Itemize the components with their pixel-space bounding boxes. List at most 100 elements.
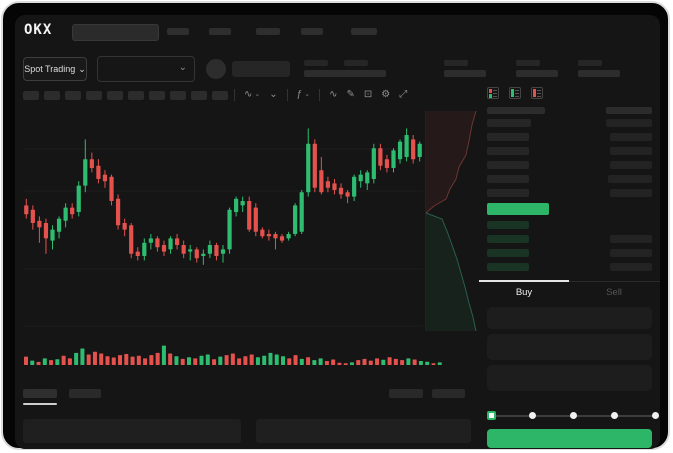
tab-divider (479, 281, 660, 282)
order-book-panel: Buy Sell (479, 79, 660, 449)
chevron-down-icon: ⌄ (254, 91, 261, 98)
volume-chart (23, 341, 443, 365)
screenshot-icon: ⊡ (363, 89, 373, 100)
pair-select-dropdown[interactable]: ⌄ (97, 56, 195, 82)
timeframe-button-placeholder[interactable] (107, 91, 123, 100)
topnav-item-placeholder[interactable] (167, 28, 189, 35)
depth-svg (425, 110, 477, 332)
fullscreen-icon: ⤢ (399, 89, 408, 100)
overlay-select-icon[interactable]: ⌄ (269, 87, 277, 103)
timeframe-button-placeholder[interactable] (128, 91, 144, 100)
buy-submit-button[interactable] (487, 429, 652, 448)
ask-price-placeholder (487, 119, 531, 127)
toolbar-divider (319, 89, 321, 101)
timeframe-button-placeholder[interactable] (170, 91, 186, 100)
topnav-item-placeholder[interactable] (301, 28, 323, 35)
slider-stop[interactable] (528, 412, 536, 419)
timeframe-button-placeholder[interactable] (86, 91, 102, 100)
buy-tab-indicator (479, 280, 569, 282)
timeframe-button-placeholder[interactable] (65, 91, 81, 100)
topnav-item-placeholder[interactable] (351, 28, 377, 35)
ticker-stat-value-placeholder (516, 70, 558, 77)
orders-row-placeholder (256, 419, 471, 443)
 (493, 90, 497, 97)
toolbar-divider (234, 89, 235, 101)
candlestick-svg (23, 128, 423, 327)
 (533, 89, 536, 97)
pair-name-placeholder (232, 61, 290, 77)
book-amount-header-placeholder (606, 107, 652, 114)
ask-amount-placeholder (610, 189, 652, 197)
book-view-both-icon[interactable] (487, 87, 499, 99)
chart-type-icon[interactable]: ∿ ⌄ (244, 87, 260, 103)
indicators-icon[interactable]: ƒ ⌄ (297, 87, 310, 103)
screenshot-icon[interactable]: ⊡ (364, 87, 372, 103)
ticker-stat-label-placeholder (516, 60, 540, 66)
volume-svg (24, 345, 442, 365)
ask-amount-placeholder (608, 175, 652, 183)
search-input[interactable] (72, 24, 159, 41)
 (515, 90, 519, 97)
line-tool-icon: ∿ (329, 89, 338, 100)
book-view-bids-icon[interactable] (509, 87, 521, 99)
 (511, 89, 514, 97)
line-tool-icon[interactable]: ∿ (329, 87, 337, 103)
slider-stop[interactable] (651, 412, 659, 419)
orders-tab-placeholder[interactable] (23, 389, 57, 398)
timeframe-button-placeholder[interactable] (212, 91, 228, 100)
ask-price-placeholder (487, 133, 529, 141)
topnav-item-placeholder[interactable] (209, 28, 231, 35)
bid-price-placeholder (487, 221, 529, 229)
chart-settings-icon: ⚙ (381, 89, 391, 100)
 (489, 94, 492, 98)
bid-price-placeholder (487, 235, 529, 243)
timeframe-button-placeholder[interactable] (44, 91, 60, 100)
orders-action-placeholder[interactable] (389, 389, 423, 398)
draw-tool-icon[interactable]: ✎ (346, 87, 354, 103)
ask-amount-placeholder (610, 161, 652, 169)
ask-price-placeholder (487, 175, 529, 183)
bid-amount-placeholder (610, 235, 652, 243)
bid-amount-placeholder (610, 249, 652, 257)
ask-amount-placeholder (606, 119, 652, 127)
tab-buy[interactable]: Buy (515, 287, 533, 298)
chevron-down-icon: ⌄ (78, 63, 86, 74)
order-input-placeholder[interactable] (487, 307, 652, 329)
book-view-asks-icon[interactable] (531, 87, 543, 99)
timeframe-button-placeholder[interactable] (149, 91, 165, 100)
market-type-dropdown[interactable]: Spot Trading ⌄ (23, 57, 87, 81)
orders-row-placeholder (23, 419, 241, 443)
ask-amount-placeholder (610, 133, 652, 141)
market-type-label: Spot Trading (24, 64, 76, 74)
timeframe-button-placeholder[interactable] (23, 91, 39, 100)
chevron-down-icon: ⌄ (304, 91, 311, 98)
bid-price-placeholder (487, 249, 529, 257)
chevron-down-icon: ⌄ (178, 62, 187, 73)
fullscreen-icon[interactable]: ⤢ (399, 87, 407, 103)
coin-avatar (206, 59, 226, 79)
topnav-item-placeholder[interactable] (256, 28, 280, 35)
ticker-stat-value-placeholder (444, 70, 486, 77)
 (489, 89, 492, 93)
draw-tool-icon: ✎ (346, 89, 355, 100)
ask-price-placeholder (487, 189, 529, 197)
candlestick-chart[interactable] (23, 113, 423, 333)
orders-action-placeholder[interactable] (432, 389, 465, 398)
chart-settings-icon[interactable]: ⚙ (381, 87, 390, 103)
order-input-placeholder[interactable] (487, 365, 652, 391)
timeframe-button-placeholder[interactable] (191, 91, 207, 100)
tab-sell[interactable]: Sell (606, 287, 622, 298)
slider-stop[interactable] (610, 412, 618, 419)
ticker-stat-value-placeholder (578, 70, 620, 77)
orders-tab-placeholder[interactable] (69, 389, 101, 398)
toolbar-divider (286, 89, 288, 101)
overlay-select-icon: ⌄ (269, 89, 278, 100)
order-input-placeholder[interactable] (487, 334, 652, 360)
chart-type-icon: ∿ (244, 89, 253, 100)
trading-app-screen: OKX Spot Trading ⌄ ⌄ ∿ ⌄ ⌄ ƒ ⌄ ∿ ✎ ⊡ ⚙ ⤢ (15, 15, 660, 449)
ask-amount-placeholder (610, 147, 652, 155)
slider-stop[interactable] (486, 411, 496, 420)
slider-stop[interactable] (569, 412, 577, 419)
okx-logo[interactable]: OKX (24, 22, 53, 38)
